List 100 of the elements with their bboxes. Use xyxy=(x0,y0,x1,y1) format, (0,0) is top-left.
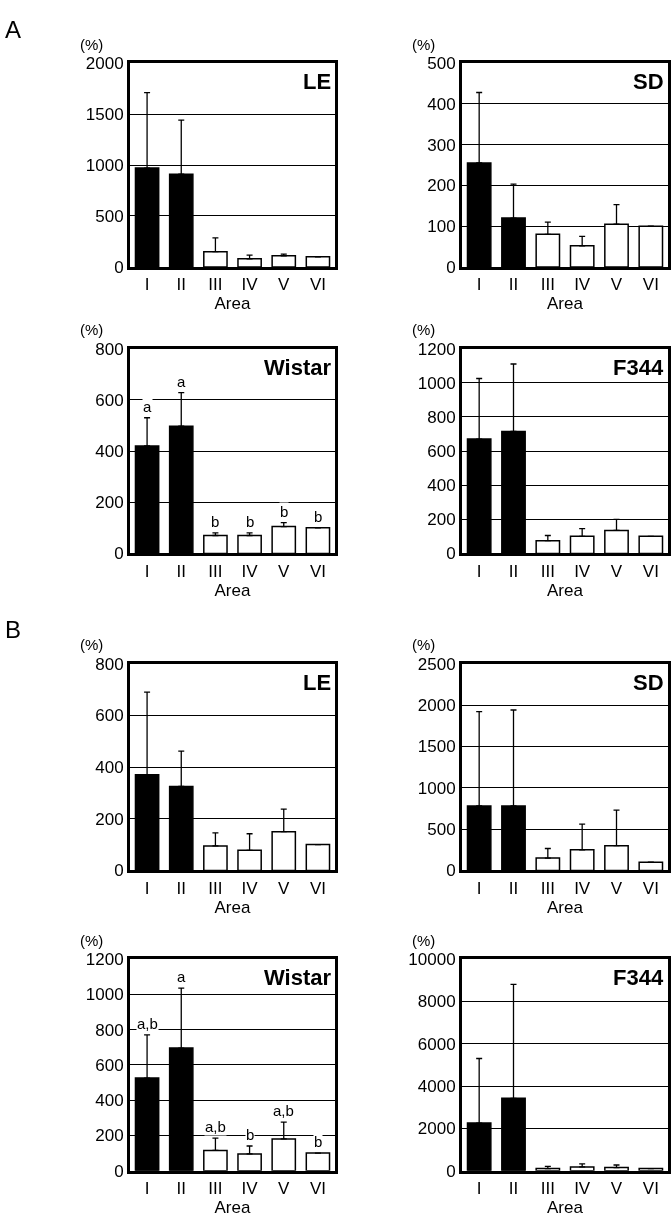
bar xyxy=(237,258,262,267)
y-axis-title: (%) xyxy=(412,36,436,53)
y-tick-label: 0 xyxy=(114,544,124,564)
y-tick-label: 0 xyxy=(446,544,456,564)
y-tick-label: 400 xyxy=(95,1091,124,1111)
y-tick-label: 800 xyxy=(95,339,124,359)
y-tick-label: 10000 xyxy=(408,949,456,969)
x-tick-label: II xyxy=(176,1179,186,1199)
x-tick-label: V xyxy=(278,1179,291,1199)
y-tick-label: 1200 xyxy=(417,339,456,359)
x-axis-title: Area xyxy=(214,294,251,314)
annotation: b xyxy=(211,513,220,530)
x-tick-label: IV xyxy=(574,275,591,295)
chart-title: Wistar xyxy=(264,965,332,990)
x-tick-label: I xyxy=(476,878,482,898)
annotation: b xyxy=(280,503,289,520)
y-tick-label: 200 xyxy=(427,510,456,530)
y-axis-title: (%) xyxy=(80,321,104,338)
y-tick-label: 6000 xyxy=(417,1034,456,1054)
x-tick-label: I xyxy=(144,878,150,898)
y-tick-label: 200 xyxy=(95,809,124,829)
x-axis-title: Area xyxy=(547,1198,584,1218)
x-tick-label: II xyxy=(508,1179,519,1199)
chart-title: F344 xyxy=(613,965,664,990)
y-tick-label: 800 xyxy=(427,407,456,427)
x-tick-label: III xyxy=(540,1179,555,1199)
x-tick-label: III xyxy=(208,1179,223,1199)
x-tick-label: V xyxy=(278,878,291,898)
y-tick-label: 2500 xyxy=(417,654,456,674)
x-tick-label: V xyxy=(610,878,623,898)
x-tick-label: III xyxy=(540,275,555,295)
y-tick-label: 400 xyxy=(427,94,456,114)
x-tick-label: IV xyxy=(574,878,591,898)
x-tick-label: II xyxy=(508,561,519,581)
y-tick-label: 600 xyxy=(95,1055,124,1075)
y-tick-label: 200 xyxy=(427,176,456,196)
x-tick-label: VI xyxy=(309,1179,326,1199)
y-tick-label: 300 xyxy=(427,135,456,155)
y-tick-label: 500 xyxy=(95,206,124,226)
x-tick-label: VI xyxy=(642,1179,659,1199)
bar xyxy=(638,861,664,871)
x-axis-title: Area xyxy=(547,294,584,314)
x-tick-label: VI xyxy=(309,561,326,581)
text: A xyxy=(5,16,22,43)
x-tick-label: III xyxy=(208,878,223,898)
y-tick-label: 400 xyxy=(95,758,124,778)
y-tick-label: 8000 xyxy=(417,992,456,1012)
bar xyxy=(305,256,331,267)
y-tick-label: 2000 xyxy=(417,695,456,715)
x-tick-label: VI xyxy=(642,561,659,581)
y-axis-title: (%) xyxy=(80,932,104,949)
x-tick-label: V xyxy=(278,275,291,295)
y-tick-label: 800 xyxy=(95,1020,124,1040)
x-tick-label: I xyxy=(144,561,150,581)
y-tick-label: 4000 xyxy=(417,1076,456,1096)
x-tick-label: II xyxy=(176,561,186,581)
x-tick-label: V xyxy=(610,561,623,581)
y-tick-label: 800 xyxy=(95,654,124,674)
x-tick-label: I xyxy=(144,275,150,295)
bar xyxy=(203,534,228,554)
x-tick-label: II xyxy=(508,275,519,295)
x-tick-label: III xyxy=(208,275,223,295)
annotation: a xyxy=(177,968,186,985)
y-tick-label: 0 xyxy=(446,1161,456,1181)
x-axis-title: Area xyxy=(547,580,584,600)
y-axis-title: (%) xyxy=(412,932,436,949)
x-axis-title: Area xyxy=(547,897,584,917)
x-tick-label: I xyxy=(144,1179,150,1199)
x-tick-label: III xyxy=(540,878,555,898)
y-tick-label: 1000 xyxy=(417,373,456,393)
bar xyxy=(638,535,664,554)
y-tick-label: 200 xyxy=(95,493,124,513)
y-tick-label: 200 xyxy=(95,1126,124,1146)
x-tick-label: V xyxy=(278,561,291,581)
x-tick-label: V xyxy=(610,275,623,295)
bar xyxy=(237,534,262,554)
y-tick-label: 1000 xyxy=(85,985,124,1005)
y-tick-label: 1000 xyxy=(85,156,124,175)
annotation: a xyxy=(143,398,152,415)
y-tick-label: 500 xyxy=(427,54,456,74)
chart-title: LE xyxy=(303,69,332,94)
x-axis-title: Area xyxy=(214,1198,251,1218)
y-tick-label: 600 xyxy=(95,390,124,410)
bar xyxy=(271,254,297,267)
x-axis-title: Area xyxy=(214,897,251,917)
x-tick-label: II xyxy=(176,275,186,295)
y-tick-label: 0 xyxy=(446,861,456,881)
y-tick-label: 0 xyxy=(446,257,456,277)
chart-title: LE xyxy=(303,670,332,695)
y-tick-label: 600 xyxy=(95,706,124,726)
y-tick-label: 400 xyxy=(95,441,124,461)
annotation: b xyxy=(246,1126,255,1143)
y-axis-title: (%) xyxy=(80,36,104,53)
x-tick-label: VI xyxy=(642,878,659,898)
x-tick-label: II xyxy=(508,878,519,898)
x-tick-label: III xyxy=(540,561,555,581)
y-tick-label: 0 xyxy=(114,1161,124,1181)
y-tick-label: 2000 xyxy=(417,1119,456,1139)
x-tick-label: IV xyxy=(574,1179,591,1199)
x-tick-label: IV xyxy=(574,561,591,581)
